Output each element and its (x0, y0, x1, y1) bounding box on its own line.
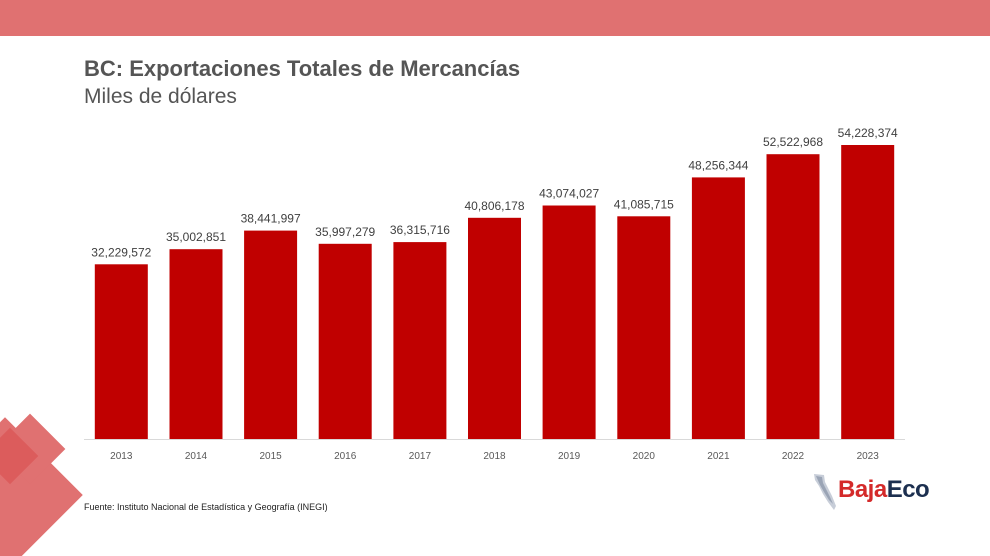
data-label-2021: 48,256,344 (688, 158, 748, 172)
bar-2016 (318, 243, 372, 439)
bar-2019 (542, 205, 596, 439)
bajaeco-logo: BajaEco (810, 472, 950, 512)
logo-wordmark: BajaEco (838, 476, 930, 504)
bar-2022 (766, 154, 820, 439)
baja-california-map-icon (814, 474, 836, 510)
logo-text-eco: Eco (886, 476, 930, 503)
bar-2020 (617, 216, 671, 439)
x-tick-label-2016: 2016 (334, 451, 357, 462)
source-note: Fuente: Instituto Nacional de Estadístic… (84, 502, 328, 512)
x-tick-label-2014: 2014 (185, 451, 208, 462)
x-tick-label-2019: 2019 (558, 451, 581, 462)
bar-2015 (244, 230, 298, 439)
bar-2013 (94, 264, 148, 439)
data-label-2023: 54,228,374 (838, 126, 898, 140)
bar-2021 (691, 177, 745, 439)
data-label-2016: 35,997,279 (315, 225, 375, 239)
x-tick-label-2015: 2015 (259, 451, 282, 462)
bar-2023 (841, 145, 895, 439)
data-label-2014: 35,002,851 (166, 230, 226, 244)
x-tick-label-2020: 2020 (633, 451, 656, 462)
x-tick-label-2023: 2023 (857, 451, 880, 462)
data-label-2017: 36,315,716 (390, 223, 450, 237)
data-label-2013: 32,229,572 (91, 245, 151, 259)
data-label-2015: 38,441,997 (241, 212, 301, 226)
chart-subtitle: Miles de dólares (84, 85, 237, 108)
chart-title: BC: Exportaciones Totales de Mercancías (84, 56, 521, 81)
data-label-2018: 40,806,178 (464, 199, 524, 213)
x-tick-label-2018: 2018 (483, 451, 506, 462)
logo-text-baja: Baja (838, 476, 887, 503)
x-tick-label-2021: 2021 (707, 451, 730, 462)
bar-2014 (169, 249, 223, 439)
top-accent-band (0, 0, 990, 36)
x-tick-label-2013: 2013 (110, 451, 133, 462)
data-label-2020: 41,085,715 (614, 197, 674, 211)
x-tick-label-2022: 2022 (782, 451, 805, 462)
x-tick-label-2017: 2017 (409, 451, 432, 462)
data-label-2022: 52,522,968 (763, 135, 823, 149)
data-label-2019: 43,074,027 (539, 187, 599, 201)
bar-2018 (468, 217, 521, 439)
bar-2017 (393, 242, 447, 439)
